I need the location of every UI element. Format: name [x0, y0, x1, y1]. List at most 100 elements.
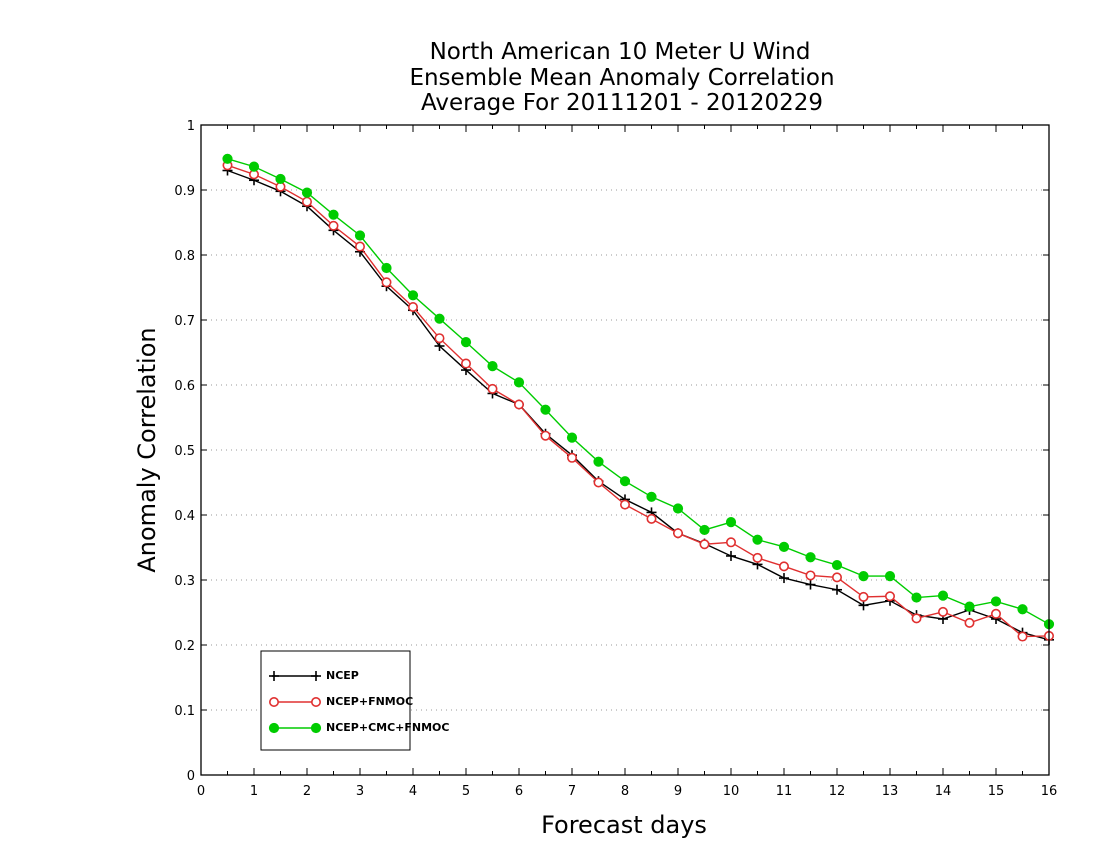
data-point [301, 187, 313, 198]
series-line [227, 158, 1050, 625]
data-point [725, 517, 737, 528]
data-point [699, 539, 710, 550]
y-tick-label: 0 [187, 769, 195, 784]
legend-label-ncep-cmc-fnmoc: NCEP+CMC+FNMOC [326, 721, 449, 734]
data-point [990, 596, 1002, 607]
x-tick-label: 2 [303, 784, 311, 799]
tick-labels: 00.10.20.30.40.50.60.70.80.910 1 2 3 4 5 6 7 8 9 1… [174, 119, 1057, 799]
data-point [752, 552, 763, 563]
data-point [726, 550, 736, 561]
data-point [779, 573, 789, 584]
data-point [460, 358, 471, 369]
data-point [672, 528, 683, 539]
legend-box [260, 650, 411, 751]
data-point [328, 220, 339, 231]
data-point [646, 513, 657, 524]
data-point [487, 361, 498, 372]
data-point [672, 503, 684, 514]
data-point [434, 313, 445, 324]
data-point [725, 537, 736, 548]
x-tick-label: 14 [935, 784, 952, 799]
data-point [593, 477, 604, 488]
y-tick-label: 0.5 [174, 444, 195, 459]
series-layer [222, 153, 1055, 645]
legend-label-ncep-fnmoc: NCEP+FNMOC [326, 695, 413, 708]
data-point [964, 601, 975, 612]
data-point [805, 570, 816, 581]
data-point [381, 277, 392, 288]
data-point [381, 262, 392, 274]
y-tick-label: 0.3 [174, 574, 195, 589]
legend-marker [311, 671, 321, 681]
data-point [911, 592, 922, 603]
data-point [222, 153, 233, 164]
x-tick-label: 9 [674, 784, 682, 799]
legend-label-ncep: NCEP [326, 669, 359, 682]
chart-title-line-2: Ensemble Mean Anomaly Correlation [409, 65, 834, 91]
data-point [540, 404, 551, 415]
data-point [990, 608, 1001, 619]
legend-marker [310, 696, 321, 707]
y-tick-label: 0.2 [174, 639, 195, 654]
series-line [227, 169, 1050, 641]
data-point [752, 534, 763, 545]
data-point [513, 399, 524, 410]
legend-marker [310, 722, 322, 734]
legend-marker [268, 722, 280, 734]
legend-entries [268, 671, 322, 734]
data-point [937, 590, 949, 601]
data-point [619, 499, 630, 510]
data-point [275, 173, 286, 185]
data-point [805, 552, 816, 563]
data-point [858, 600, 869, 611]
x-tick-label: 1 [250, 784, 258, 799]
y-tick-label: 1 [187, 119, 195, 134]
series-line [227, 164, 1050, 638]
data-point [884, 591, 895, 602]
data-point [566, 452, 577, 463]
data-point [354, 241, 365, 252]
y-tick-label: 0.9 [174, 184, 195, 199]
y-tick-label: 0.7 [174, 314, 195, 329]
data-point [884, 571, 896, 582]
data-point [832, 584, 842, 595]
data-point [646, 491, 657, 502]
data-point [407, 290, 419, 301]
data-point [407, 301, 418, 312]
data-point [858, 571, 869, 582]
data-point [434, 333, 445, 344]
axes [200, 124, 1050, 776]
data-point [460, 337, 472, 348]
data-point [778, 541, 790, 552]
x-tick-label: 13 [882, 784, 899, 799]
data-point [540, 430, 551, 441]
x-tick-label: 4 [409, 784, 417, 799]
chart-title-line-3: Average For 20111201 - 20120229 [421, 90, 823, 116]
y-tick-label: 0.6 [174, 379, 195, 394]
data-point [831, 572, 842, 583]
data-point [699, 524, 710, 536]
data-point [1017, 604, 1028, 615]
legend-marker [269, 671, 279, 681]
x-tick-label: 3 [356, 784, 364, 799]
legend-marker [268, 696, 279, 707]
chart-title-line-1: North American 10 Meter U Wind [430, 39, 811, 65]
data-point [805, 579, 816, 590]
series-2 [222, 153, 1055, 630]
x-tick-label: 10 [723, 784, 740, 799]
x-tick-label: 0 [197, 784, 205, 799]
y-tick-label: 0.4 [174, 509, 195, 524]
data-point [964, 617, 975, 628]
data-point [937, 606, 948, 617]
data-point [513, 377, 525, 388]
data-point [593, 456, 604, 467]
legend: NCEP NCEP+FNMOC NCEP+CMC+FNMOC [260, 650, 449, 751]
data-point [1017, 631, 1028, 642]
y-tick-label: 0.8 [174, 249, 195, 264]
data-point [248, 161, 260, 172]
x-tick-label: 16 [1041, 784, 1058, 799]
x-tick-label: 12 [829, 784, 846, 799]
x-tick-label: 5 [462, 784, 470, 799]
